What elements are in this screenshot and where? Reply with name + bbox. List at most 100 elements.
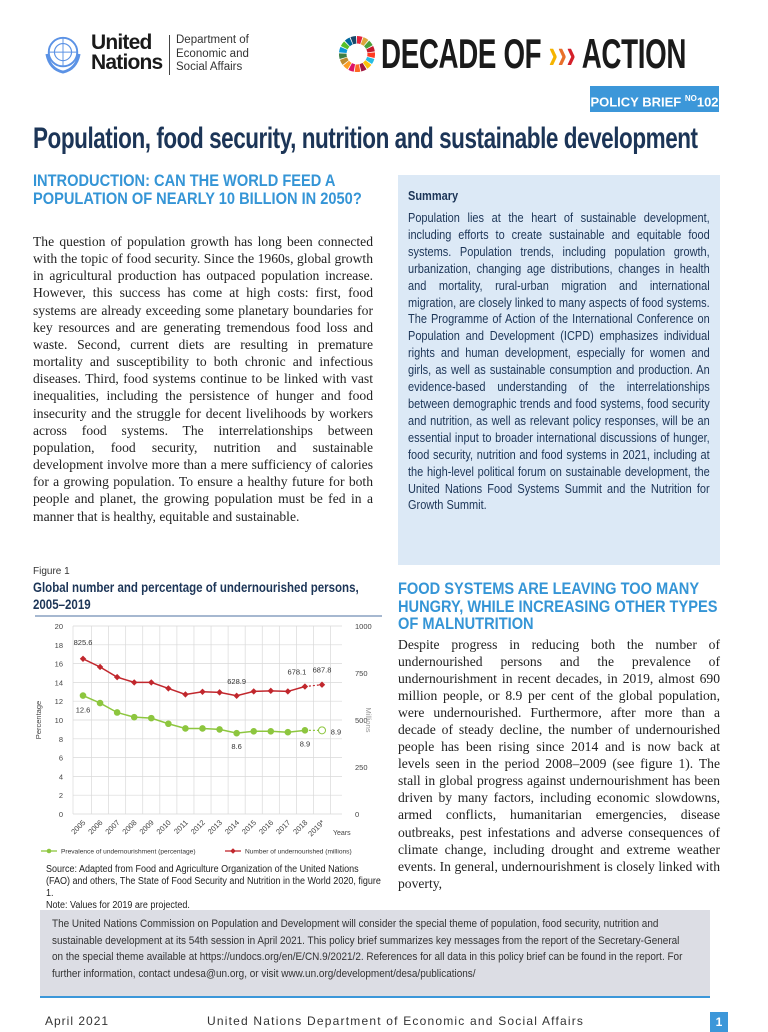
- page-number: 1: [710, 1012, 728, 1032]
- page-title: Population, food security, nutrition and…: [33, 122, 698, 155]
- logo-divider: [169, 35, 170, 75]
- data-label: 628.9: [227, 677, 246, 686]
- figure-source: Source: Adapted from Food and Agricultur…: [46, 864, 384, 912]
- food-systems-body: Despite progress in reducing both the nu…: [398, 637, 720, 891]
- department-name: Department of Economic and Social Affairs: [176, 34, 249, 75]
- y2-tick-label: 0: [355, 810, 359, 819]
- x-tick-label: 2016: [257, 818, 275, 836]
- decade-of-action-logo: DECADE OF ››› ACTION: [381, 30, 686, 78]
- sdg-wheel-segment: [339, 57, 349, 65]
- y-tick-label: 6: [59, 754, 63, 763]
- data-point: [250, 727, 258, 735]
- data-label: 8.9: [331, 727, 341, 736]
- food-systems-heading: FOOD SYSTEMS ARE LEAVING TOO MANY HUNGRY…: [398, 579, 718, 633]
- data-point: [233, 729, 240, 737]
- x-tick-label: 2019*: [306, 818, 326, 838]
- y-tick-label: 4: [59, 772, 63, 781]
- summary-title: Summary: [408, 189, 459, 203]
- legend-marker: [46, 848, 52, 854]
- data-point: [165, 685, 172, 692]
- un-emblem-logo: [45, 36, 81, 74]
- data-point: [216, 689, 223, 696]
- data-point: [318, 681, 326, 688]
- data-point: [199, 725, 206, 732]
- summary-body: Population lies at the heart of sustaina…: [408, 211, 710, 513]
- badge-number: 102: [696, 94, 719, 110]
- y2-tick-label: 1000: [355, 622, 372, 631]
- x-tick-label: 2007: [103, 818, 121, 836]
- data-label: 8.6: [231, 742, 241, 751]
- sdg-wheel-segment: [340, 41, 350, 50]
- y2-tick-label: 750: [355, 669, 368, 678]
- data-label: 12.6: [76, 706, 91, 715]
- sdg-wheel-segment: [364, 40, 373, 49]
- data-point: [79, 655, 87, 662]
- summary-box: [398, 175, 720, 565]
- dept-line2: Economic and: [176, 47, 249, 60]
- data-point: [148, 679, 155, 686]
- legend-label: Number of undernourished (millions): [245, 849, 352, 856]
- chevrons-icon: ›››: [548, 30, 576, 77]
- decade-left-text: DECADE OF: [381, 30, 542, 77]
- data-point: [284, 728, 292, 736]
- footer-date: April 2021: [45, 1014, 110, 1028]
- data-point: [182, 691, 189, 698]
- legend-marker: [230, 848, 236, 854]
- badge-label: POLICY BRIEF: [590, 94, 682, 110]
- y-tick-label: 8: [59, 735, 63, 744]
- legend-label: Prevalence of undernourishment (percenta…: [61, 849, 196, 856]
- x-tick-label: 2005: [69, 818, 87, 836]
- data-point: [96, 699, 104, 707]
- data-point: [147, 714, 155, 722]
- sdg-wheel-segment: [357, 35, 363, 45]
- x-tick-label: 2011: [172, 818, 190, 836]
- sdg-wheel-segment: [348, 63, 356, 72]
- y-tick-label: 10: [55, 716, 63, 725]
- decade-right-text: ACTION: [581, 30, 687, 77]
- data-point: [113, 673, 121, 681]
- sdg-wheel-segment: [362, 60, 372, 69]
- y-axis-label: Percentage: [34, 701, 43, 739]
- sdg-wheel-segment: [339, 46, 348, 54]
- x-tick-label: 2015: [240, 818, 258, 836]
- sdg-wheel-segment: [359, 62, 367, 72]
- data-point: [216, 726, 223, 733]
- sdg-wheel-segment: [360, 37, 369, 46]
- y-tick-label: 14: [55, 678, 63, 687]
- data-point: [301, 727, 309, 734]
- data-point: [182, 725, 189, 732]
- data-point: [165, 720, 172, 728]
- y2-tick-label: 250: [355, 763, 368, 772]
- x-axis-label: Years: [333, 830, 351, 837]
- sdg-wheel-icon: [338, 35, 376, 73]
- sdg-wheel-segment: [338, 53, 347, 59]
- sdg-wheel-segment: [367, 52, 376, 58]
- un-name-line1: United: [91, 31, 152, 54]
- data-point: [301, 683, 309, 690]
- y-tick-label: 18: [55, 641, 63, 650]
- badge-no: NO: [684, 94, 697, 103]
- sdg-wheel-segment: [365, 56, 375, 65]
- sdg-wheel-segment: [350, 35, 357, 45]
- dept-line3: Social Affairs: [176, 61, 243, 73]
- y-tick-label: 2: [59, 791, 63, 800]
- sdg-wheel-segment: [344, 37, 353, 47]
- data-point: [131, 679, 138, 686]
- data-point: [79, 692, 87, 699]
- info-box: [40, 910, 710, 998]
- data-label: 678.1: [288, 668, 307, 677]
- data-point: [250, 688, 257, 695]
- intro-heading: INTRODUCTION: CAN THE WORLD FEED A POPUL…: [33, 171, 362, 208]
- data-point: [130, 713, 138, 721]
- x-tick-label: 2006: [86, 818, 104, 836]
- dept-line1: Department of: [176, 34, 249, 46]
- data-point: [199, 688, 206, 695]
- y2-tick-label: 500: [355, 716, 368, 725]
- sdg-wheel-segment: [354, 64, 361, 73]
- x-tick-label: 2012: [189, 818, 207, 836]
- data-point: [267, 727, 275, 735]
- figure-label: Figure 1: [33, 566, 70, 577]
- series-projection-line: [304, 684, 323, 688]
- y-tick-label: 20: [55, 622, 63, 631]
- x-tick-label: 2010: [155, 818, 173, 836]
